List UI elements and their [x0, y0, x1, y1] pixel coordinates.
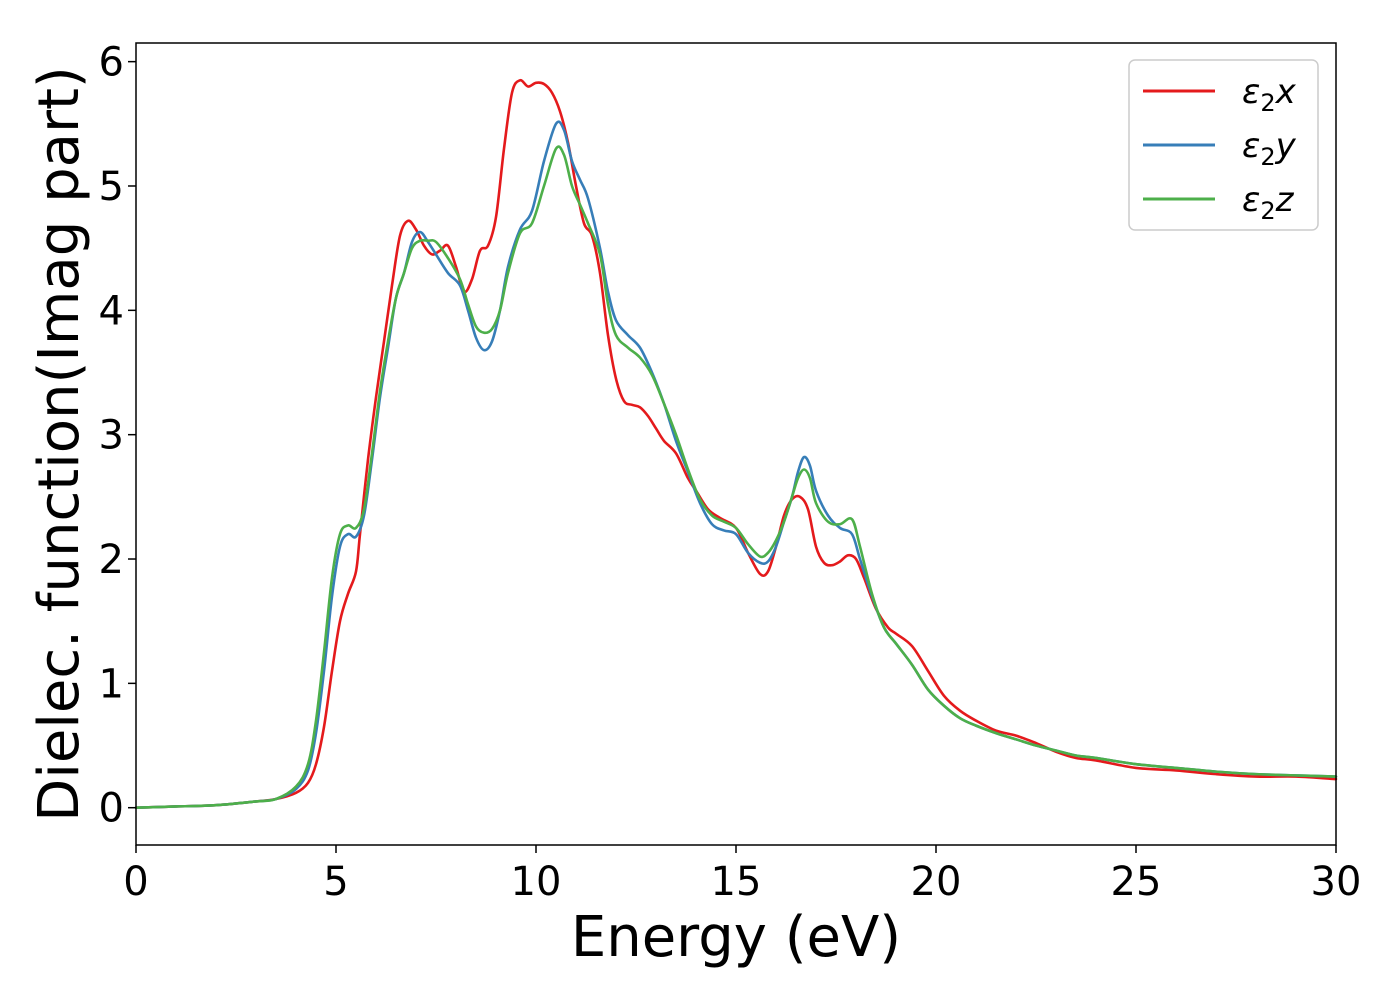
series-layer: [134, 78, 1338, 809]
legend-box: [1128, 59, 1319, 231]
x-tick-label: 5: [323, 859, 348, 905]
y-axis-ticks: 0 1 2 3 4 5 6: [99, 40, 136, 832]
y-tick-label: 1: [99, 661, 124, 707]
x-tick-label: 30: [1311, 859, 1362, 905]
y-tick-label: 6: [99, 40, 124, 86]
legend-label-z: ε2z: [1242, 180, 1295, 225]
y-axis-title: Dielec. function(Imag part): [27, 66, 92, 822]
legend: ε2x ε2y ε2z: [1128, 59, 1319, 231]
series-line-x: [134, 78, 1338, 809]
x-tick-label: 15: [711, 859, 762, 905]
x-tick-label: 0: [123, 859, 148, 905]
x-axis-title: Energy (eV): [571, 905, 901, 970]
legend-label-x: ε2x: [1242, 72, 1297, 117]
y-tick-label: 4: [99, 288, 124, 334]
x-axis-ticks: 0 5 10 15 20 25 30: [123, 845, 1361, 905]
x-tick-label: 25: [1111, 859, 1162, 905]
y-tick-label: 2: [99, 537, 124, 583]
y-tick-label: 5: [99, 164, 124, 210]
y-tick-label: 0: [99, 786, 124, 832]
x-tick-label: 10: [511, 859, 562, 905]
x-tick-label: 20: [911, 859, 962, 905]
y-tick-label: 3: [99, 413, 124, 459]
series-line-z: [134, 145, 1338, 809]
legend-label-y: ε2y: [1242, 126, 1297, 171]
